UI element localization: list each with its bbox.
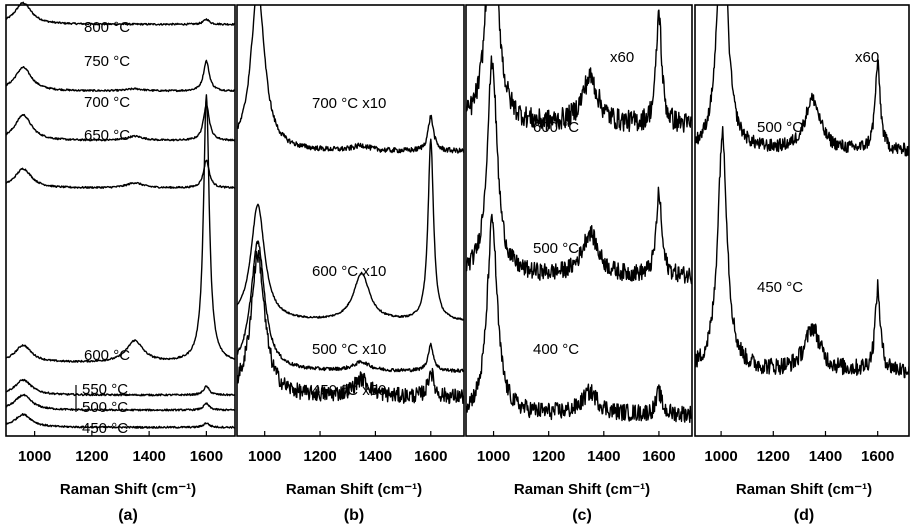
panel-d-spectrum-1 (695, 126, 909, 379)
panel-d-label-500: 500 °C (757, 119, 803, 136)
panel-b-spectrum-3 (237, 249, 464, 405)
panel-d-frame (694, 4, 910, 437)
panel-a-spectrum-2 (5, 104, 236, 142)
panel-a-label-500: 500 °C (82, 399, 128, 416)
panel-d-xtick-label-1000: 1000 (704, 448, 737, 465)
panel-c-xlabel: Raman Shift (cm⁻¹) (514, 481, 650, 498)
panel-a-xtick-label-1600: 1600 (190, 448, 223, 465)
panel-b-xtick-label-1200: 1200 (303, 448, 336, 465)
panel-d-multiplier: x60 (855, 49, 879, 66)
panel-a-spectrum-5 (5, 378, 236, 397)
panel-c-xtick-label-1000: 1000 (477, 448, 510, 465)
panel-a-label-650: 650 °C (84, 127, 130, 144)
panel-a-xlabel: Raman Shift (cm⁻¹) (60, 481, 196, 498)
panel-a: 1000 1200 1400 1600 800 °C 750 °C 700 °C 65… (5, 1, 236, 524)
panel-a-label-550: 550 °C (82, 381, 128, 398)
panel-a-spectrum-7 (5, 413, 236, 429)
panel-b-spectrum-2 (237, 240, 464, 373)
panel-a-spectrum-6 (5, 393, 236, 412)
panel-d-label: (d) (794, 507, 814, 524)
panel-b-label-500: 500 °C x10 (312, 341, 386, 358)
panel-c-spectrum-2 (466, 213, 692, 423)
panel-c-frame (465, 4, 693, 437)
panel-b-label-600: 600 °C x10 (312, 263, 386, 280)
panel-a-xtick-label-1000: 1000 (18, 448, 51, 465)
panel-d-xlabel: Raman Shift (cm⁻¹) (736, 481, 872, 498)
panel-b-spectrum-0 (237, 5, 464, 154)
panel-b-spectrum-1 (237, 138, 464, 321)
panel-c-label-500: 500 °C (533, 240, 579, 257)
panel-d-xtick-label-1600: 1600 (861, 448, 894, 465)
panel-a-xtick-label-1200: 1200 (75, 448, 108, 465)
panel-a-label-750: 750 °C (84, 53, 130, 70)
panel-c-spectrum-0 (466, 5, 692, 133)
panel-a-label-700: 700 °C (84, 94, 130, 111)
panel-a-label: (a) (118, 507, 138, 524)
panel-c-label: (c) (572, 507, 592, 524)
panel-d-xtick-label-1400: 1400 (809, 448, 842, 465)
panel-b-xlabel: Raman Shift (cm⁻¹) (286, 481, 422, 498)
panel-b-label: (b) (344, 507, 364, 524)
panel-b-xtick-label-1000: 1000 (248, 448, 281, 465)
panel-c-xtick-label-1200: 1200 (532, 448, 565, 465)
panel-c: 1000 1200 1400 1600 x60 600 °C 500 °C 400 °… (465, 4, 693, 524)
panel-d-spectrum-0 (695, 5, 909, 157)
panel-a-label-450: 450 °C (82, 420, 128, 437)
panel-a-xtick-label-1400: 1400 (132, 448, 165, 465)
panel-b-label-450: 450 °C x50 (312, 382, 386, 399)
panel-a-spectrum-3 (5, 159, 236, 189)
panel-c-label-600: 600 °C (533, 119, 579, 136)
panel-c-multiplier: x60 (610, 49, 634, 66)
panel-a-frame (5, 4, 236, 437)
panel-a-label-600: 600 °C (84, 347, 130, 364)
panel-a-spectrum-1 (5, 59, 236, 93)
panel-d-xtick-label-1200: 1200 (757, 448, 790, 465)
panel-a-spectrum-0 (5, 1, 236, 26)
panel-b: 1000 1200 1400 1600 700 °C x10 600 °C x10 5… (236, 4, 465, 524)
panel-b-xtick-label-1600: 1600 (414, 448, 447, 465)
panel-a-label-800: 800 °C (84, 19, 130, 36)
panel-c-xtick-label-1600: 1600 (642, 448, 675, 465)
panel-c-xtick-label-1400: 1400 (587, 448, 620, 465)
panel-a-spectrum-4 (5, 94, 236, 363)
panel-b-label-700: 700 °C x10 (312, 95, 386, 112)
panel-c-label-400: 400 °C (533, 341, 579, 358)
panel-b-frame (236, 4, 465, 437)
panel-d-label-450: 450 °C (757, 279, 803, 296)
panel-c-spectrum-1 (466, 55, 692, 285)
panel-b-xtick-label-1400: 1400 (359, 448, 392, 465)
panel-d: 1000 1200 1400 1600 x60 500 °C 450 °C Raman… (694, 4, 910, 524)
